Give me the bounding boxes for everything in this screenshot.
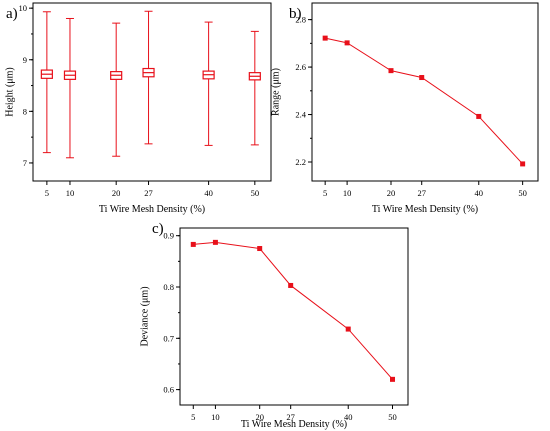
data-point-20 xyxy=(257,246,263,252)
data-point-10 xyxy=(344,40,350,46)
plot-frame xyxy=(311,2,539,182)
y-tick-label: 2.6 xyxy=(295,62,306,72)
chart-panel-1: 5 10 20 27 40 50 7 8 9 10 Ti Wire Mesh Density (%)… xyxy=(4,2,272,215)
x-tick-label: 10 xyxy=(343,188,352,198)
y-axis-label: Deviance (μm) xyxy=(139,286,150,346)
chart-panel-2: 5 10 20 27 40 50 2.2 2.4 2.6 2.8 Ti Wire Mesh Dens… xyxy=(270,2,539,215)
x-axis-label: Ti Wire Mesh Density (%) xyxy=(99,204,205,215)
x-tick-label: 10 xyxy=(211,412,220,422)
box-27 xyxy=(142,10,155,145)
box-5 xyxy=(40,11,53,154)
data-point-20 xyxy=(388,68,394,74)
y-tick-label: 7 xyxy=(23,158,27,168)
data-point-5 xyxy=(190,241,196,247)
x-tick-label: 5 xyxy=(45,188,49,198)
x-tick-label: 50 xyxy=(388,412,397,422)
data-point-50 xyxy=(390,376,396,382)
y-tick-label: 0.9 xyxy=(163,231,174,241)
x-tick-label: 50 xyxy=(251,188,260,198)
y-tick-label: 0.8 xyxy=(163,282,174,292)
x-tick-label: 20 xyxy=(112,188,121,198)
x-tick-label: 20 xyxy=(255,412,264,422)
panel-label: a) xyxy=(6,6,18,22)
x-tick-label: 50 xyxy=(518,188,527,198)
x-tick-label: 27 xyxy=(144,188,153,198)
y-tick-label: 10 xyxy=(19,3,28,13)
box-20 xyxy=(110,22,123,157)
panel-label: b) xyxy=(289,6,302,22)
x-tick-label: 5 xyxy=(191,412,195,422)
x-tick-label: 20 xyxy=(387,188,396,198)
x-tick-label: 40 xyxy=(204,188,213,198)
x-tick-label: 5 xyxy=(323,188,327,198)
y-tick-label: 2.8 xyxy=(295,15,306,25)
data-point-50 xyxy=(520,161,526,167)
data-point-40 xyxy=(345,326,351,332)
plot-frame xyxy=(32,2,272,182)
y-tick-label: 8 xyxy=(23,106,27,116)
x-tick-label: 40 xyxy=(475,188,484,198)
y-tick-label: 0.7 xyxy=(163,333,174,343)
panel-label: c) xyxy=(152,221,164,237)
y-tick-label: 9 xyxy=(23,55,27,65)
x-axis-label: Ti Wire Mesh Density (%) xyxy=(241,419,347,430)
data-point-10 xyxy=(212,239,218,245)
data-point-5 xyxy=(322,35,328,41)
data-point-27 xyxy=(288,282,294,288)
y-axis-label: Height (μm) xyxy=(4,67,15,117)
chart-panel-3: 5 10 20 27 40 50 0.6 0.7 0.8 0.9 Ti Wire Mesh Dens… xyxy=(139,221,409,430)
x-tick-label: 40 xyxy=(344,412,353,422)
y-tick-label: 0.6 xyxy=(163,385,174,395)
y-tick-label: 2.4 xyxy=(295,110,306,120)
y-axis-label: Range (μm) xyxy=(270,68,281,116)
data-point-40 xyxy=(476,113,482,119)
box-10 xyxy=(63,17,77,159)
x-axis-label: Ti Wire Mesh Density (%) xyxy=(372,204,478,215)
box-40 xyxy=(202,21,215,146)
data-point-27 xyxy=(419,75,425,81)
x-tick-label: 10 xyxy=(66,188,75,198)
y-tick-label: 2.2 xyxy=(295,157,306,167)
box-50 xyxy=(248,30,261,146)
plot-frame xyxy=(179,227,409,406)
series-line xyxy=(325,37,524,165)
series-line xyxy=(193,241,393,380)
x-tick-label: 27 xyxy=(417,188,426,198)
x-tick-label: 27 xyxy=(286,412,295,422)
